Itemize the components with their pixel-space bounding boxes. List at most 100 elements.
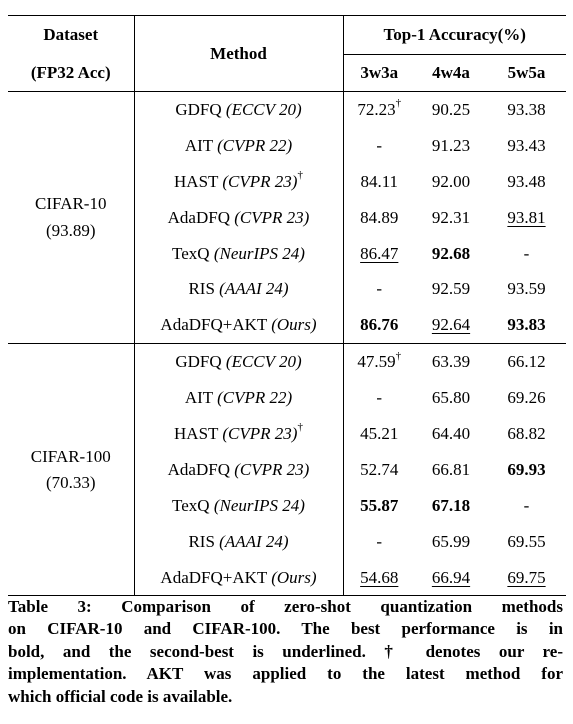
dataset-fp32-accuracy: (70.33) [45, 472, 96, 492]
accuracy-cell-5w5a: 93.81 [487, 200, 566, 236]
method-name: AdaDFQ [167, 459, 230, 479]
accuracy-value: 69.55 [507, 531, 546, 551]
accuracy-value: 91.23 [431, 135, 471, 155]
accuracy-value: - [523, 495, 530, 515]
method-cell: AdaDFQ+AKT (Ours) [133, 307, 343, 344]
table-row: RIS (AAAI 24) - 92.59 93.59 [8, 271, 566, 308]
table-row: AdaDFQ (CVPR 23) 84.89 92.31 93.81 [8, 199, 566, 236]
results-table: Dataset Method Top-1 Accuracy(%) (FP32 A… [8, 15, 566, 596]
accuracy-value: 69.75 [507, 567, 546, 587]
caption-line: implementation. AKT was applied to the l… [8, 664, 563, 684]
method-name: AdaDFQ [167, 207, 230, 227]
accuracy-cell-5w5a: 66.12 [487, 344, 566, 380]
caption-line: Table 3: Comparison of zero-shot quantiz… [8, 597, 563, 616]
method-name: GDFQ [175, 99, 222, 119]
method-venue: (CVPR 23) [222, 423, 298, 443]
method-venue: (AAAI 24) [219, 531, 289, 551]
accuracy-cell-3w3a: 54.68 [342, 559, 415, 596]
accuracy-value: 65.99 [431, 531, 471, 551]
accuracy-cell-4w4a: 92.31 [415, 200, 487, 236]
accuracy-value: 69.93 [507, 459, 546, 479]
accuracy-cell-5w5a: 93.38 [487, 92, 566, 128]
accuracy-cell-4w4a: 91.23 [415, 128, 487, 164]
method-venue: (CVPR 22) [217, 388, 293, 408]
accuracy-cell-5w5a: 69.75 [487, 560, 566, 596]
accuracy-value: 92.31 [431, 207, 471, 227]
accuracy-value: 66.81 [431, 459, 471, 479]
accuracy-cell-3w3a: 45.21 [342, 416, 415, 452]
method-venue: (CVPR 23) [234, 459, 310, 479]
accuracy-value: 45.21 [360, 423, 399, 443]
accuracy-cell-3w3a: - [342, 127, 415, 164]
accuracy-cell-5w5a: 69.55 [487, 524, 566, 560]
accuracy-cell-4w4a: 90.25 [415, 92, 487, 128]
accuracy-cell-3w3a: 72.23† [342, 91, 415, 128]
table-caption: Table 3: Comparison of zero-shot quantiz… [8, 596, 563, 708]
method-name: TexQ [172, 243, 210, 263]
table-body: CIFAR-10 (93.89) GDFQ (ECCV 20) 72.23† 90.25… [8, 91, 566, 596]
method-cell: RIS (AAAI 24) [133, 523, 343, 560]
method-cell: GDFQ (ECCV 20) [133, 343, 343, 381]
accuracy-cell-5w5a: 69.26 [487, 380, 566, 416]
method-cell: HAST (CVPR 23)† [133, 163, 343, 200]
accuracy-value: 55.87 [360, 495, 399, 515]
accuracy-value: 92.68 [431, 243, 471, 263]
accuracy-value: 93.81 [507, 207, 546, 227]
method-cell: GDFQ (ECCV 20) [133, 91, 343, 128]
accuracy-value: 93.38 [507, 99, 546, 119]
header-col-3w3a: 3w3a [342, 54, 415, 92]
table-row: TexQ (NeurIPS 24) 86.47 92.68 - [8, 235, 566, 272]
accuracy-cell-3w3a: 47.59† [342, 343, 415, 381]
header-method: Method [133, 15, 343, 92]
accuracy-cell-3w3a: 84.11 [342, 163, 415, 200]
dataset-cell: CIFAR-100 (70.33) [8, 344, 134, 596]
method-name: AdaDFQ+AKT [160, 315, 267, 335]
method-venue: (ECCV 20) [225, 352, 302, 372]
method-cell: TexQ (NeurIPS 24) [133, 235, 343, 272]
accuracy-cell-3w3a: 86.47 [342, 235, 415, 272]
accuracy-cell-4w4a: 63.39 [415, 344, 487, 380]
accuracy-cell-4w4a: 67.18 [415, 488, 487, 524]
accuracy-value: 93.59 [507, 279, 546, 299]
accuracy-cell-5w5a: 93.48 [487, 164, 566, 200]
accuracy-cell-5w5a: - [487, 488, 566, 524]
accuracy-cell-3w3a: 52.74 [342, 451, 415, 488]
accuracy-value: 69.26 [507, 388, 546, 408]
accuracy-value: 72.23 [357, 99, 396, 119]
accuracy-value: 84.11 [360, 171, 399, 191]
accuracy-value: - [376, 388, 383, 408]
accuracy-value: 86.76 [360, 315, 399, 335]
accuracy-cell-3w3a: - [342, 380, 415, 417]
accuracy-cell-5w5a: - [487, 236, 566, 272]
accuracy-cell-5w5a: 68.82 [487, 416, 566, 452]
dagger-mark: † [297, 421, 303, 434]
accuracy-cell-3w3a: 84.89 [342, 199, 415, 236]
accuracy-value: 65.80 [431, 388, 471, 408]
method-venue: (NeurIPS 24) [213, 243, 305, 263]
accuracy-value: 68.82 [507, 423, 546, 443]
accuracy-cell-3w3a: 86.76 [342, 307, 415, 344]
caption-line: bold, and the second-best is underlined.… [8, 641, 563, 661]
dataset-fp32-accuracy: (93.89) [45, 220, 96, 240]
method-name: HAST [174, 423, 219, 443]
header-col-5w5a: 5w5a [507, 63, 546, 82]
dataset-cell: CIFAR-10 (93.89) [8, 92, 134, 344]
accuracy-value: 93.83 [507, 315, 546, 335]
accuracy-cell-4w4a: 92.68 [415, 236, 487, 272]
accuracy-cell-4w4a: 66.94 [415, 560, 487, 596]
accuracy-cell-5w5a: 93.43 [487, 128, 566, 164]
accuracy-cell-4w4a: 65.80 [415, 380, 487, 416]
caption-line: which official code is available. [8, 686, 233, 706]
caption-line: on CIFAR-10 and CIFAR-100. The best perf… [8, 619, 563, 639]
dataset-name: CIFAR-10 [35, 194, 107, 214]
table-row: AdaDFQ (CVPR 23) 52.74 66.81 69.93 [8, 451, 566, 488]
dagger-mark: † [297, 169, 303, 182]
method-venue: (NeurIPS 24) [213, 495, 305, 515]
accuracy-value: 54.68 [360, 567, 399, 587]
method-name: TexQ [172, 495, 210, 515]
method-cell: AdaDFQ+AKT (Ours) [133, 559, 343, 596]
accuracy-cell-4w4a: 92.59 [415, 271, 487, 307]
method-cell: RIS (AAAI 24) [133, 271, 343, 308]
accuracy-value: 64.40 [431, 423, 471, 443]
accuracy-value: 67.18 [431, 495, 471, 515]
